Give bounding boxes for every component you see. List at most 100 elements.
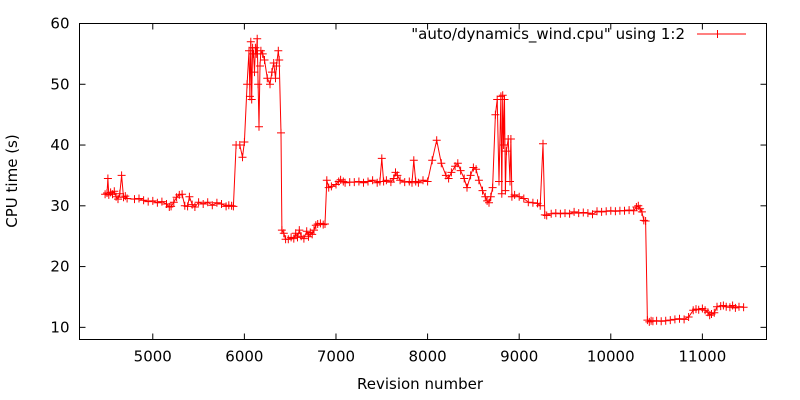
x-tick-label: 6000 — [225, 348, 263, 366]
data-point — [536, 201, 545, 210]
data-point — [302, 227, 311, 236]
data-point — [540, 210, 549, 219]
data-point — [648, 317, 657, 326]
data-point — [414, 178, 423, 187]
data-point — [453, 159, 462, 168]
data-point — [266, 80, 274, 89]
data-point — [119, 193, 128, 202]
data-point — [498, 91, 507, 100]
data-point — [240, 138, 249, 146]
data-point — [382, 176, 391, 185]
data-point — [574, 209, 583, 218]
data-point — [561, 209, 569, 218]
x-tick-label: 8000 — [408, 348, 446, 366]
data-point — [641, 217, 650, 225]
data-point — [588, 210, 597, 219]
data-point — [437, 159, 446, 168]
y-tick-label: 30 — [50, 197, 69, 215]
data-point — [208, 201, 217, 210]
data-point — [139, 196, 148, 205]
data-point — [310, 226, 318, 235]
data-point — [444, 174, 453, 183]
data-point — [515, 192, 524, 201]
data-point — [256, 62, 264, 70]
data-point — [506, 135, 515, 143]
data-point — [463, 183, 471, 192]
data-point — [135, 194, 143, 203]
legend: "auto/dynamics_wind.cpu" using 1:2 — [411, 25, 746, 44]
data-point — [684, 313, 693, 321]
data-point — [169, 198, 178, 207]
data-point — [227, 201, 236, 210]
data-point — [263, 74, 272, 83]
data-point — [432, 136, 441, 145]
data-point — [157, 197, 166, 206]
data-point — [722, 302, 731, 311]
data-point — [319, 220, 328, 229]
data-point — [502, 147, 511, 156]
data-point — [579, 208, 588, 217]
data-point — [694, 305, 703, 314]
data-point — [661, 316, 670, 325]
data-point — [419, 176, 427, 185]
data-point — [739, 303, 748, 312]
data-point — [675, 314, 684, 323]
y-tick-label: 60 — [50, 15, 69, 33]
data-point — [620, 206, 629, 215]
data-point — [238, 153, 247, 162]
data-point — [167, 202, 176, 211]
data-point — [666, 316, 675, 325]
axis-ticks: 5000 6000 7000 8000 9000 10000 11000 10 20 30 40 50… — [50, 15, 767, 366]
data-point — [460, 174, 469, 183]
data-point — [456, 166, 465, 175]
y-tick-label: 10 — [50, 318, 69, 336]
data-point — [593, 207, 601, 216]
data-point — [485, 198, 493, 207]
data-point — [670, 315, 679, 324]
data-point — [212, 198, 221, 207]
data-point — [350, 178, 359, 187]
data-point — [501, 186, 510, 195]
data-point — [705, 311, 714, 320]
data-point — [488, 183, 497, 192]
data-point — [506, 177, 514, 186]
data-point — [528, 198, 537, 207]
data-point — [148, 196, 157, 205]
legend-plus-marker — [713, 30, 722, 38]
data-point — [495, 177, 503, 186]
data-point — [491, 110, 500, 119]
data-point — [271, 74, 280, 83]
data-point — [243, 80, 252, 89]
data-point — [235, 141, 244, 149]
data-point — [602, 207, 611, 216]
data-point — [322, 176, 331, 185]
data-point — [583, 209, 592, 218]
y-axis-title: CPU time (s) — [3, 134, 21, 227]
data-point — [123, 194, 132, 203]
data-point — [710, 308, 719, 317]
data-point — [643, 316, 652, 325]
data-point — [396, 176, 405, 185]
data-point — [556, 209, 565, 218]
data-point — [606, 206, 615, 215]
data-point — [519, 194, 528, 203]
data-point — [500, 95, 509, 104]
data-point — [551, 209, 560, 218]
y-tick-label: 50 — [50, 75, 69, 93]
data-point — [254, 80, 263, 89]
data-point — [295, 226, 304, 235]
data-point — [637, 207, 646, 216]
data-point — [680, 315, 689, 324]
data-point — [274, 46, 283, 55]
data-point — [327, 182, 336, 191]
data-point — [114, 195, 122, 204]
data-point — [447, 168, 456, 177]
data-point — [115, 189, 124, 198]
data-point — [255, 122, 263, 131]
data-point — [110, 187, 119, 196]
data-point — [341, 178, 350, 187]
data-point — [499, 141, 508, 149]
x-tick-label: 10000 — [587, 348, 635, 366]
data-point — [185, 192, 194, 201]
data-point — [486, 192, 495, 201]
